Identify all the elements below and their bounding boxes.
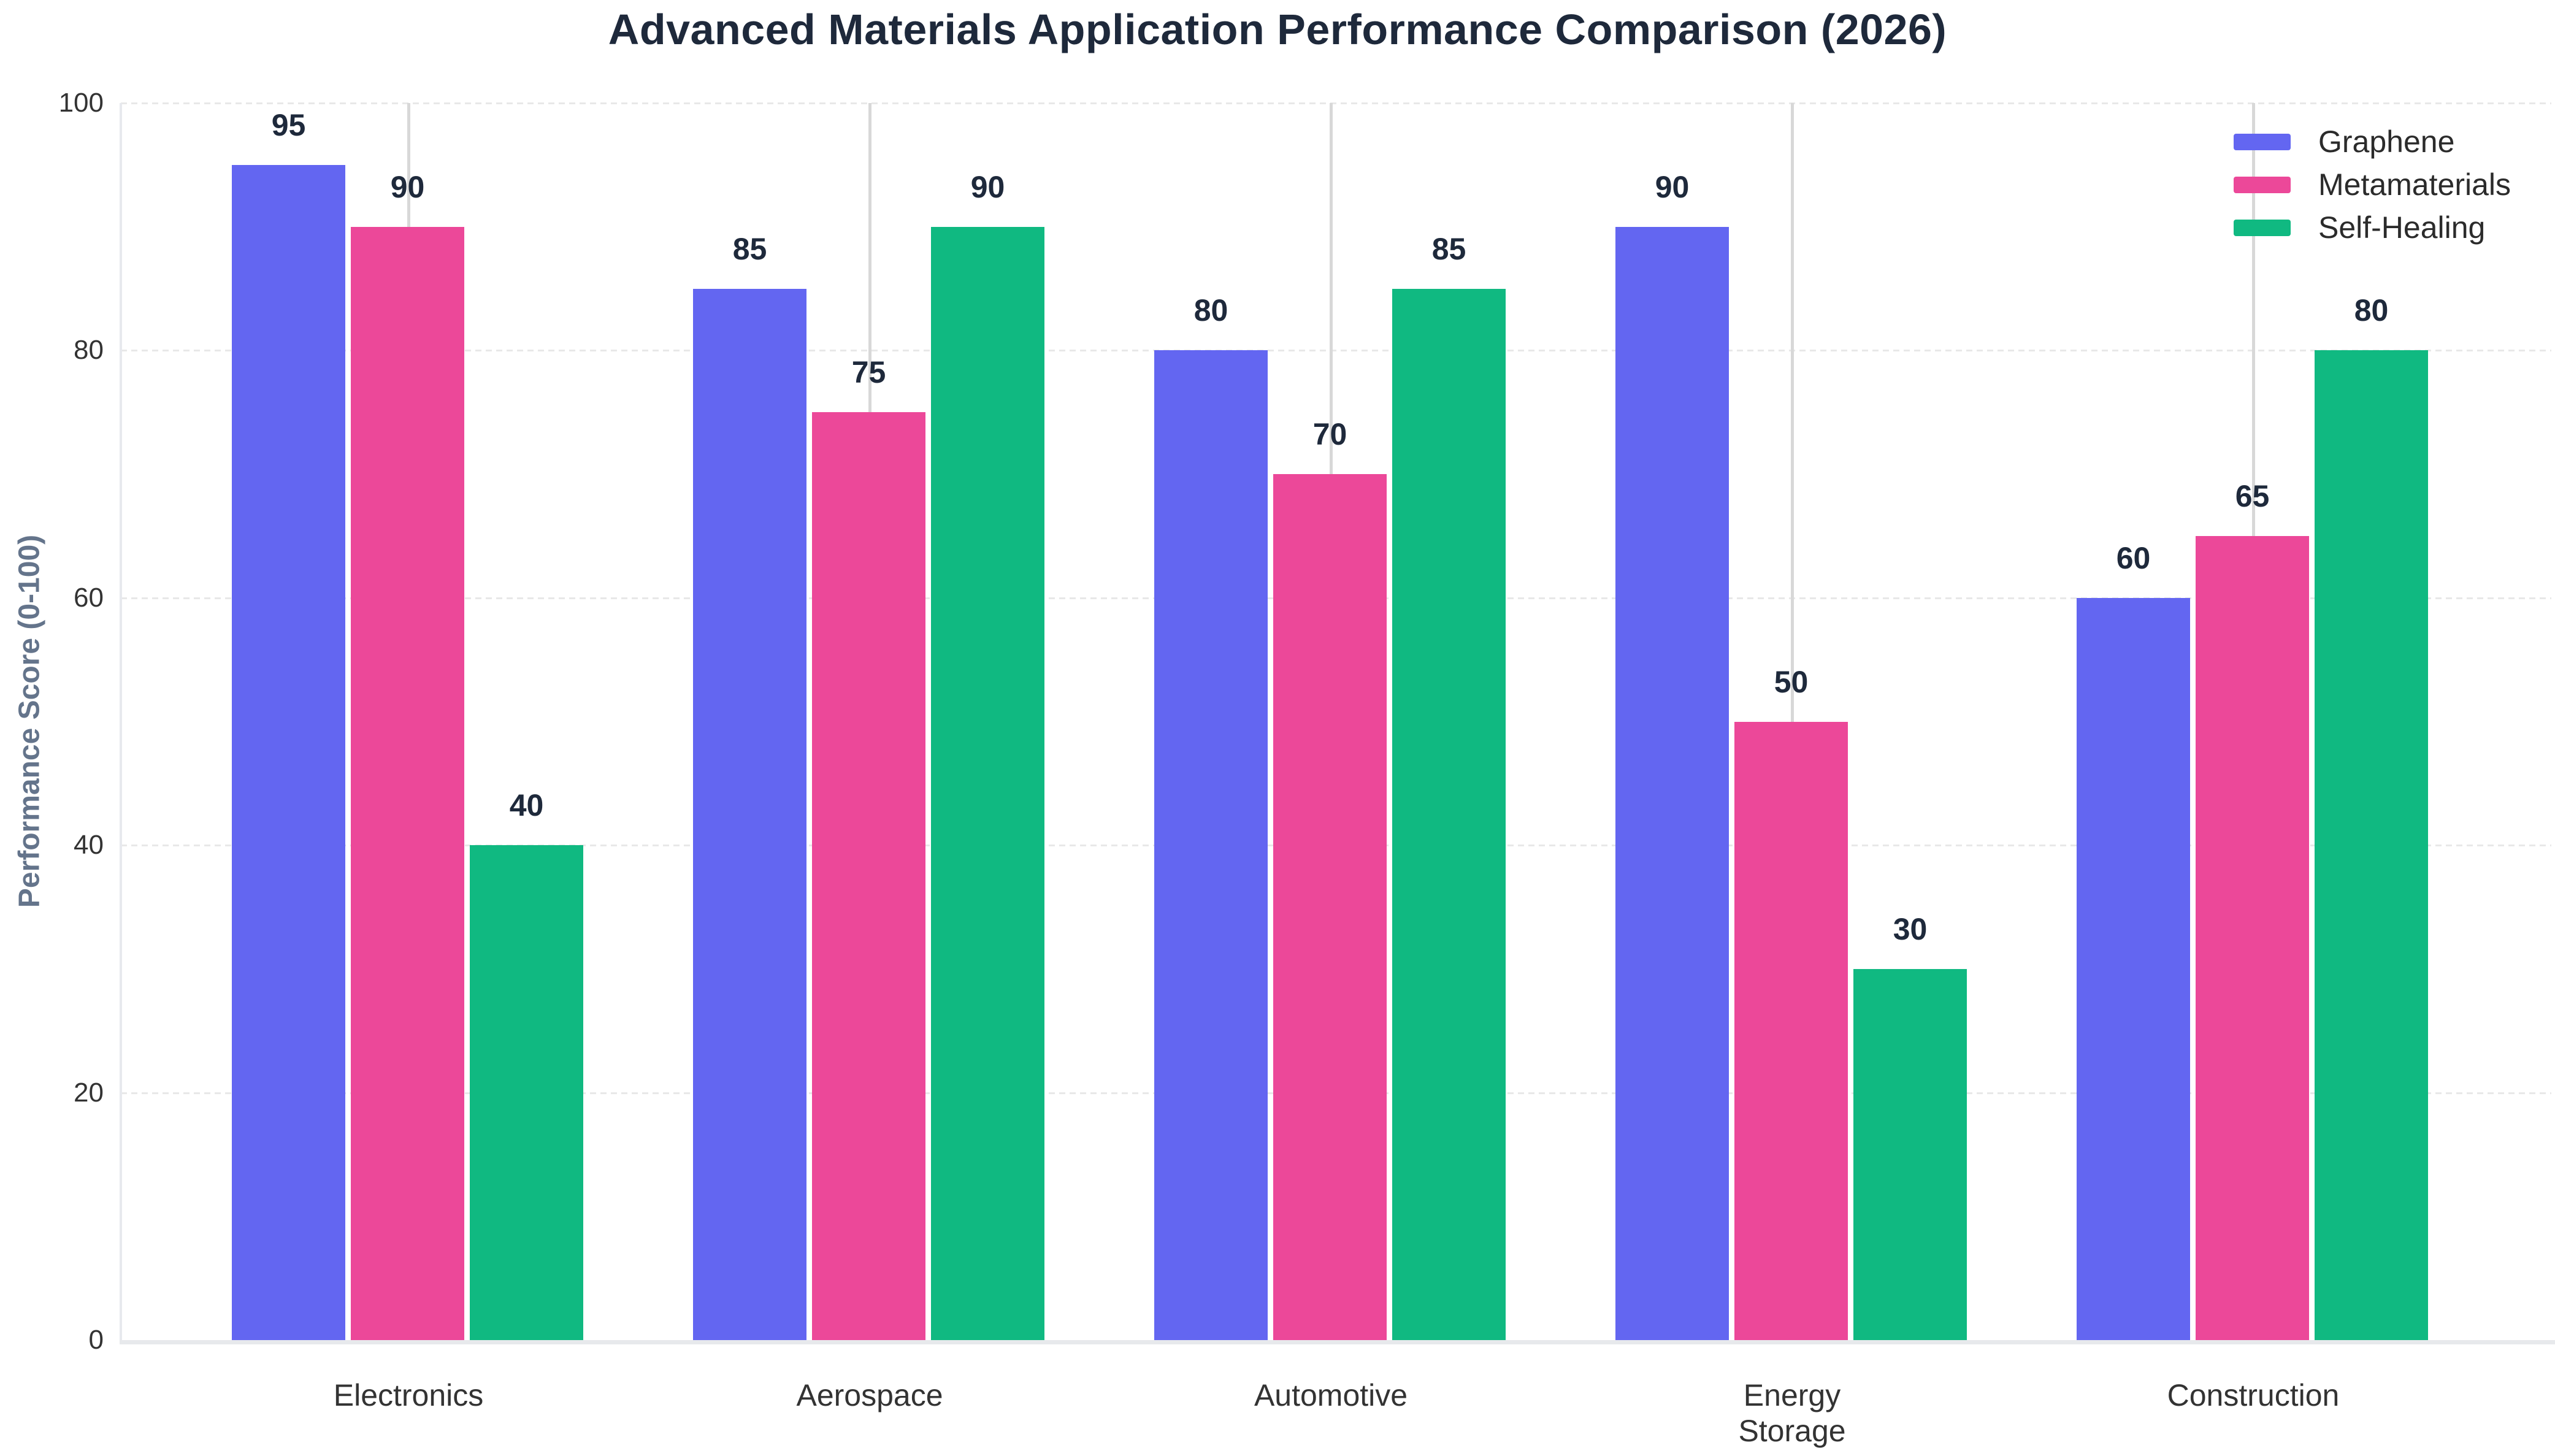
value-label-metamaterials-energy-storage: 50 (1774, 664, 1809, 699)
bar-graphene-electronics (232, 164, 345, 1340)
bar-metamaterials-electronics (351, 226, 464, 1340)
y-tick-label-0: 0 (88, 1325, 104, 1355)
value-label-graphene-construction: 60 (2116, 540, 2151, 575)
legend-swatch-graphene (2234, 133, 2291, 150)
legend: Graphene Metamaterials Self-Healing (2234, 125, 2511, 255)
legend-item-self-healing: Self-Healing (2234, 210, 2511, 245)
bar-self-healing-aerospace (931, 226, 1044, 1340)
bar-graphene-aerospace (693, 288, 806, 1340)
x-category-label-automotive: Automotive (1254, 1378, 1408, 1412)
value-label-self-healing-automotive: 85 (1431, 231, 1466, 266)
value-label-self-healing-electronics: 40 (509, 788, 544, 823)
bar-metamaterials-construction (2196, 535, 2309, 1340)
legend-swatch-self-healing (2234, 219, 2291, 236)
y-axis-line (120, 103, 122, 1343)
legend-swatch-metamaterials (2234, 176, 2291, 193)
bar-self-healing-energy-storage (1853, 968, 1967, 1340)
x-category-label-electronics: Electronics (333, 1378, 484, 1412)
value-label-metamaterials-construction: 65 (2235, 478, 2270, 513)
legend-item-metamaterials: Metamaterials (2234, 167, 2511, 202)
chart-title: Advanced Materials Application Performan… (608, 6, 1947, 53)
bar-self-healing-automotive (1392, 288, 1506, 1340)
value-label-graphene-aerospace: 85 (732, 231, 767, 266)
bar-metamaterials-automotive (1273, 474, 1387, 1340)
bar-graphene-automotive (1154, 350, 1268, 1340)
y-tick-label-100: 100 (58, 88, 104, 118)
value-label-metamaterials-automotive: 70 (1312, 417, 1347, 452)
x-category-label-aerospace: Aerospace (796, 1378, 943, 1412)
bar-metamaterials-aerospace (812, 412, 925, 1340)
value-label-graphene-automotive: 80 (1193, 293, 1228, 328)
legend-label-self-healing: Self-Healing (2318, 210, 2486, 245)
value-label-metamaterials-aerospace: 75 (851, 355, 886, 390)
bar-graphene-construction (2077, 597, 2190, 1340)
value-label-metamaterials-electronics: 90 (390, 169, 425, 204)
bar-graphene-energy-storage (1615, 226, 1729, 1340)
bar-metamaterials-energy-storage (1734, 721, 1848, 1340)
y-tick-label-20: 20 (74, 1077, 104, 1108)
x-axis-line (120, 1340, 2555, 1344)
value-label-self-healing-construction: 80 (2354, 293, 2389, 328)
legend-label-metamaterials: Metamaterials (2318, 167, 2511, 202)
y-gridline-80 (121, 350, 2551, 352)
y-tick-label-60: 60 (74, 582, 104, 613)
x-category-label-energy-storage: Energy Storage (1738, 1378, 1846, 1448)
y-gridline-100 (121, 102, 2551, 104)
y-tick-label-80: 80 (74, 335, 104, 366)
value-label-graphene-electronics: 95 (271, 107, 306, 142)
bar-self-healing-electronics (470, 845, 583, 1340)
bar-self-healing-construction (2315, 350, 2428, 1340)
legend-item-graphene: Graphene (2234, 125, 2511, 159)
value-label-graphene-energy-storage: 90 (1655, 169, 1690, 204)
x-category-label-construction: Construction (2167, 1378, 2340, 1412)
value-label-self-healing-aerospace: 90 (970, 169, 1005, 204)
y-tick-label-40: 40 (74, 830, 104, 860)
legend-label-graphene: Graphene (2318, 125, 2455, 159)
value-label-self-healing-energy-storage: 30 (1893, 911, 1928, 946)
